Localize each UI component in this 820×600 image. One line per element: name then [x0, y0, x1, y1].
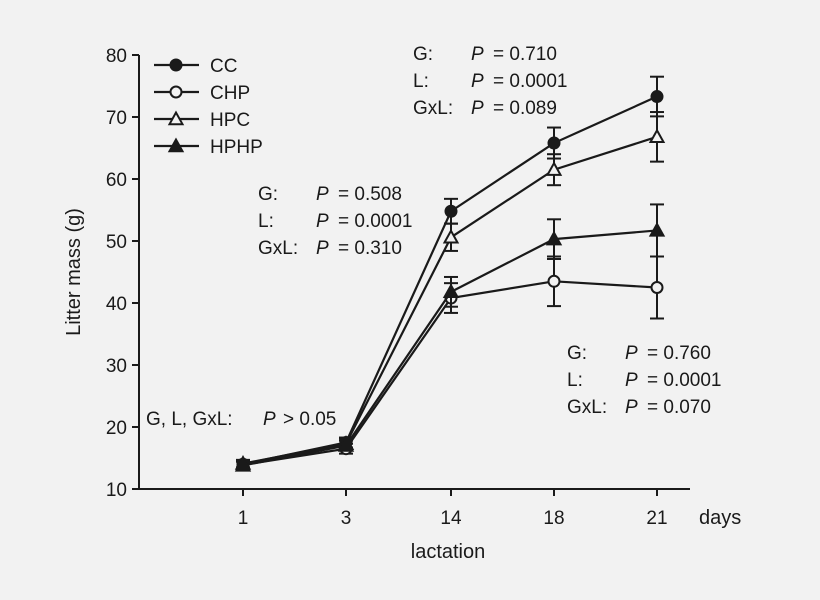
annotation-term: G:	[567, 343, 587, 364]
point-hphp-18	[545, 230, 563, 246]
x-axis-ticks: 1 3 14 18 21	[238, 489, 668, 529]
annotation-p-value: = 0.0001	[493, 71, 568, 92]
point-hpc-18	[545, 161, 563, 176]
y-axis-title: Litter mass (g)	[63, 208, 85, 336]
annotation-term: G:	[413, 44, 433, 65]
annotation-p-value: = 0.310	[338, 238, 402, 259]
annotation-p-symbol: P	[625, 370, 638, 391]
annotation-p-symbol: P	[316, 184, 329, 205]
y-axis-ticks: 10 20 30 40 50 60 70 80	[106, 46, 139, 501]
series-line-hphp	[242, 229, 658, 467]
annotation-p-symbol: P	[471, 98, 484, 119]
point-cc-14	[444, 204, 458, 218]
y-tick-label-50: 50	[106, 232, 127, 253]
point-hphp-1	[234, 456, 252, 472]
annotation-p-value: = 0.508	[338, 184, 402, 205]
annotation-p-value: = 0.0001	[647, 370, 722, 391]
annotation-term: L:	[567, 370, 583, 391]
legend-marker-hpc	[167, 110, 185, 126]
x-tick-label-3: 3	[341, 508, 352, 529]
y-tick-label-80: 80	[106, 46, 127, 67]
axes	[138, 55, 690, 490]
annotation-p-value: = 0.710	[493, 44, 557, 65]
annotation-p-symbol: P	[625, 343, 638, 364]
data-series	[234, 75, 666, 472]
y-tick-label-70: 70	[106, 108, 127, 129]
annotation-p-value: = 0.089	[493, 98, 557, 119]
annotation-term: GxL:	[258, 238, 298, 259]
annotation-a3: G: P = 0.710 L: P = 0.0001 GxL: P = 0.089	[413, 44, 568, 119]
annotation-p-value: = 0.0001	[338, 211, 413, 232]
legend-marker-hphp	[167, 137, 185, 153]
annotation-term: G:	[258, 184, 278, 205]
legend-label-hpc: HPC	[210, 110, 250, 131]
annotation-p-value: = 0.070	[647, 397, 711, 418]
point-hpc-14	[442, 228, 460, 244]
legend-marker-chp	[169, 85, 183, 99]
y-tick-label-10: 10	[106, 480, 127, 501]
legend-label-hphp: HPHP	[210, 137, 263, 158]
point-chp-21	[650, 281, 664, 294]
y-tick-label-60: 60	[106, 170, 127, 191]
annotation-p-value: > 0.05	[283, 409, 336, 430]
annotation-term: G, L, GxL:	[146, 409, 233, 430]
x-tick-label-18: 18	[543, 508, 564, 529]
y-tick-label-40: 40	[106, 294, 127, 315]
annotation-p-value: = 0.760	[647, 343, 711, 364]
annotation-a4: G: P = 0.760 L: P = 0.0001 GxL: P = 0.070	[567, 343, 722, 418]
point-cc-18	[547, 136, 561, 150]
point-hphp-21	[648, 221, 666, 237]
annotation-term: L:	[413, 71, 429, 92]
annotations: G, L, GxL: P > 0.05 G: P = 0.508 L: P = 0.0001 Gx…	[146, 44, 722, 430]
y-tick-label-30: 30	[106, 356, 127, 377]
legend: CC CHP HPC HPHP	[154, 56, 263, 158]
annotation-p-symbol: P	[625, 397, 638, 418]
annotation-p-symbol: P	[471, 71, 484, 92]
x-tick-label-21: 21	[646, 508, 667, 529]
annotation-term: GxL:	[567, 397, 607, 418]
legend-label-chp: CHP	[210, 83, 250, 104]
point-hpc-21	[648, 128, 666, 144]
annotation-p-symbol: P	[316, 238, 329, 259]
y-tick-label-20: 20	[106, 418, 127, 439]
annotation-a2: G: P = 0.508 L: P = 0.0001 GxL: P = 0.310	[258, 184, 413, 259]
annotation-a1: G, L, GxL: P > 0.05	[146, 409, 336, 430]
point-hphp-14	[442, 283, 460, 299]
x-axis-title: lactation	[411, 541, 486, 563]
legend-label-cc: CC	[210, 56, 237, 77]
point-chp-18	[547, 274, 561, 288]
annotation-p-symbol: P	[263, 409, 276, 430]
point-cc-21	[650, 90, 664, 104]
point-hphp-3	[337, 437, 355, 452]
x-tick-label-1: 1	[238, 508, 249, 529]
legend-marker-cc	[169, 58, 183, 72]
x-axis-unit-label: days	[699, 507, 741, 529]
series-hphp	[234, 203, 666, 472]
annotation-p-symbol: P	[471, 44, 484, 65]
x-tick-label-14: 14	[440, 508, 462, 529]
annotation-term: GxL:	[413, 98, 453, 119]
annotation-term: L:	[258, 211, 274, 232]
annotation-p-symbol: P	[316, 211, 329, 232]
